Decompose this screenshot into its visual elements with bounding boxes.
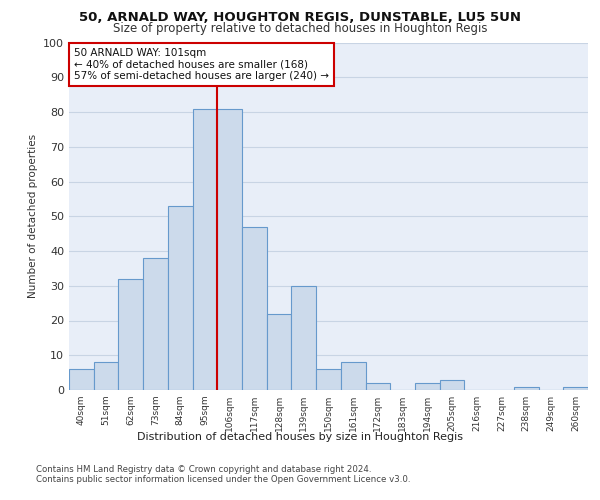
Bar bbox=[365, 383, 390, 390]
Bar bbox=[563, 386, 588, 390]
Bar bbox=[242, 226, 267, 390]
Bar bbox=[94, 362, 118, 390]
Bar bbox=[118, 279, 143, 390]
Bar bbox=[440, 380, 464, 390]
Text: Contains public sector information licensed under the Open Government Licence v3: Contains public sector information licen… bbox=[36, 475, 410, 484]
Bar bbox=[143, 258, 168, 390]
Bar bbox=[69, 369, 94, 390]
Text: Contains HM Land Registry data © Crown copyright and database right 2024.: Contains HM Land Registry data © Crown c… bbox=[36, 465, 371, 474]
Bar bbox=[193, 108, 217, 390]
Text: Size of property relative to detached houses in Houghton Regis: Size of property relative to detached ho… bbox=[113, 22, 487, 35]
Text: 50 ARNALD WAY: 101sqm
← 40% of detached houses are smaller (168)
57% of semi-det: 50 ARNALD WAY: 101sqm ← 40% of detached … bbox=[74, 48, 329, 81]
Bar bbox=[316, 369, 341, 390]
Bar bbox=[341, 362, 365, 390]
Bar bbox=[514, 386, 539, 390]
Text: 50, ARNALD WAY, HOUGHTON REGIS, DUNSTABLE, LU5 5UN: 50, ARNALD WAY, HOUGHTON REGIS, DUNSTABL… bbox=[79, 11, 521, 24]
Y-axis label: Number of detached properties: Number of detached properties bbox=[28, 134, 38, 298]
Text: Distribution of detached houses by size in Houghton Regis: Distribution of detached houses by size … bbox=[137, 432, 463, 442]
Bar bbox=[292, 286, 316, 390]
Bar bbox=[217, 108, 242, 390]
Bar bbox=[415, 383, 440, 390]
Bar bbox=[267, 314, 292, 390]
Bar bbox=[168, 206, 193, 390]
